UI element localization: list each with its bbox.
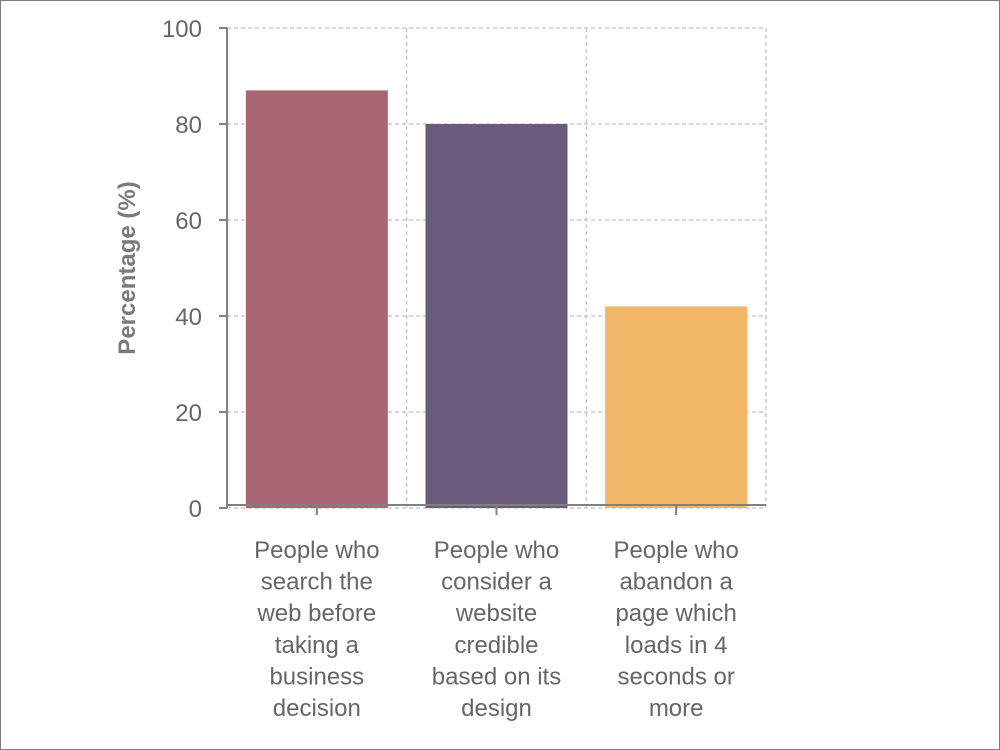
category-label-line: abandon a — [619, 569, 733, 596]
category-label-line: web before — [256, 600, 376, 627]
category-label-1: People who consider a website credible based… — [432, 537, 561, 722]
category-label-line: loads in 4 — [625, 632, 728, 659]
bar-1 — [425, 124, 568, 508]
category-label-line: page which — [615, 600, 736, 627]
category-label-line: search the — [261, 569, 373, 596]
axes — [219, 27, 766, 515]
y-tick-labels: 0 20 40 60 80 100 — [162, 16, 202, 523]
y-tick-label-1: 20 — [175, 400, 202, 427]
category-label-0: People who search the web before taking a bu… — [254, 537, 379, 722]
y-tick-label-5: 100 — [162, 16, 202, 43]
x-category-labels: People who search the web before taking a bu… — [254, 537, 739, 722]
category-label-line: People who — [254, 537, 379, 564]
category-label-line: design — [461, 695, 532, 722]
y-axis-title: Percentage (%) — [114, 181, 141, 354]
category-label-line: People who — [613, 537, 738, 564]
category-label-line: consider a — [441, 569, 552, 596]
category-label-line: more — [649, 695, 704, 722]
y-tick-label-4: 80 — [175, 112, 202, 139]
category-label-2: People who abandon a page which loads in 4 s… — [613, 537, 738, 722]
category-label-line: taking a — [275, 632, 360, 659]
bar-2 — [605, 306, 748, 508]
category-label-line: based on its — [432, 663, 561, 690]
y-tick-label-3: 60 — [175, 208, 202, 235]
category-label-line: seconds or — [617, 663, 734, 690]
bars — [245, 90, 748, 509]
category-label-line: People who — [434, 537, 559, 564]
category-label-line: credible — [454, 632, 538, 659]
y-tick-label-2: 40 — [175, 304, 202, 331]
category-label-line: decision — [273, 695, 361, 722]
bar-0 — [245, 90, 388, 509]
category-label-line: website — [455, 600, 537, 627]
category-label-line: business — [269, 663, 364, 690]
y-tick-label-0: 0 — [189, 496, 202, 523]
